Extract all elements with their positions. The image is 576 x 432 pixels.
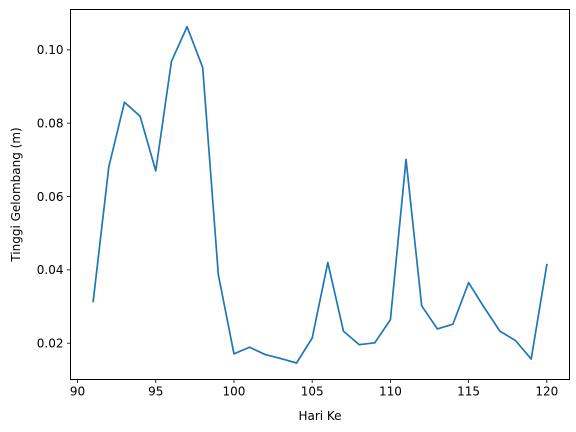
data-point: [483, 306, 486, 309]
plot-area: [70, 9, 570, 380]
data-point: [92, 300, 94, 303]
data-point: [108, 166, 110, 168]
data-point: [358, 343, 360, 346]
y-tick-label: 0.06: [37, 190, 64, 204]
x-tick-label: 120: [535, 385, 558, 399]
x-axis-ticks: 90 95 100 105 110 115 120: [70, 379, 558, 399]
data-point: [123, 101, 126, 104]
series-line: [92, 25, 548, 364]
y-tick-label: 0.10: [37, 43, 64, 57]
data-point: [499, 330, 501, 332]
data-point: [546, 263, 548, 266]
data-point: [248, 346, 251, 349]
data-point: [420, 304, 423, 307]
data-point: [186, 25, 188, 28]
data-point: [139, 115, 141, 118]
data-point: [405, 158, 407, 161]
x-tick-label: 105: [301, 385, 324, 399]
data-point: [217, 273, 220, 276]
x-tick-label: 115: [457, 385, 480, 399]
y-axis-ticks: 0.02 0.04 0.06 0.08 0.10: [37, 43, 71, 350]
data-point: [389, 318, 392, 321]
series-layer: [92, 25, 548, 364]
x-axis-label: Hari Ke: [298, 409, 341, 423]
plot-frame: [70, 9, 570, 380]
y-tick-label: 0.04: [37, 263, 64, 277]
data-point: [170, 60, 173, 63]
data-point: [436, 328, 439, 330]
data-point: [452, 323, 454, 325]
x-tick-label: 95: [148, 385, 163, 399]
data-point: [311, 337, 313, 339]
data-point: [280, 357, 282, 360]
y-tick-label: 0.08: [37, 116, 64, 130]
data-point: [154, 170, 157, 172]
data-point: [295, 362, 298, 364]
y-axis-label: Tinggi Gelombang (m): [9, 127, 23, 262]
data-point: [342, 330, 345, 332]
x-tick-label: 90: [70, 385, 85, 399]
data-point: [467, 281, 470, 284]
data-point: [233, 353, 235, 355]
data-point: [530, 358, 532, 360]
data-point: [201, 66, 204, 69]
data-point: [514, 339, 517, 342]
x-tick-label: 100: [223, 385, 246, 399]
data-point: [264, 353, 267, 356]
data-point: [327, 261, 329, 264]
y-tick-label: 0.02: [37, 336, 64, 350]
x-tick-label: 110: [379, 385, 402, 399]
data-point: [373, 342, 376, 344]
